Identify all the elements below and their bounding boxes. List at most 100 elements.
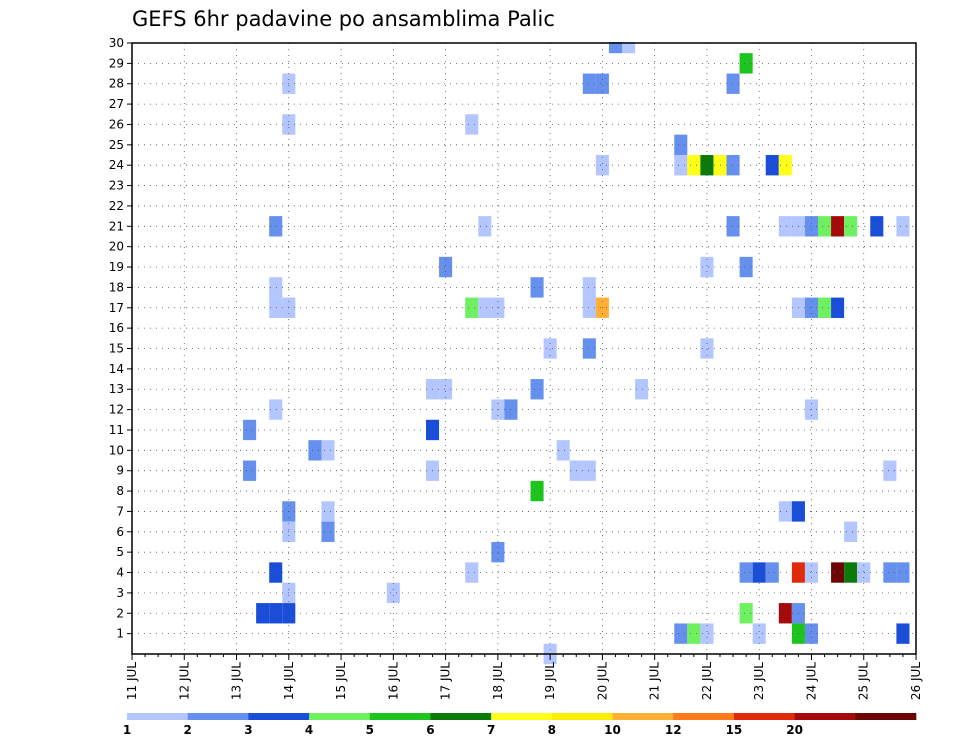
heat-cell [739,256,753,278]
heat-cell [321,501,335,522]
y-tick-label: 20 [109,240,124,254]
colorbar-swatch [430,713,492,720]
colorbar-label: 8 [548,723,556,737]
colorbar-label: 1 [123,723,131,737]
colorbar-label: 4 [305,723,313,737]
y-tick-label: 29 [109,56,124,70]
heat-cell [752,562,766,583]
x-tick-label: 18 JUL [491,662,505,700]
y-tick-label: 16 [109,321,124,335]
heat-cells [243,42,910,665]
y-tick-label: 17 [109,301,124,315]
heat-cell [478,297,492,318]
heat-cell [674,134,688,156]
y-tick-label: 4 [116,566,124,580]
colorbar-swatch [855,713,917,720]
x-tick-label: 25 JUL [857,662,871,700]
heat-cell [700,623,714,644]
heat-cell [844,562,858,583]
colorbar-swatch [248,713,310,720]
heat-cell [582,338,596,359]
heat-cell [635,379,649,400]
y-tick-label: 26 [109,117,124,131]
heat-cell [674,155,688,176]
y-tick-label: 28 [109,77,124,91]
y-tick-label: 7 [116,504,124,518]
heat-cell [765,155,779,176]
heat-cell [269,603,283,624]
colorbar-swatch [794,713,856,720]
x-tick-label: 23 JUL [752,662,766,700]
colorbar-label: 5 [366,723,374,737]
x-tick-label: 16 JUL [386,662,400,700]
heat-cell [804,562,818,583]
chart-title: GEFS 6hr padavine po ansamblima Palic [132,7,555,31]
heat-cell [465,297,479,318]
heat-cell [700,155,714,176]
heat-cell [700,338,714,359]
y-tick-label: 6 [116,525,124,539]
heat-cell [752,623,766,644]
x-tick-label: 15 JUL [334,662,348,700]
heat-cell [726,155,740,176]
heat-cell [674,623,688,644]
heat-cell [896,562,910,583]
heat-cell [844,216,858,237]
y-tick-label: 10 [109,443,124,457]
colorbar-label: 20 [786,723,803,737]
heat-cell [582,277,596,298]
heat-cell [831,216,845,237]
heat-cell [256,603,270,624]
colorbar-legend: 1 2 3 4 5 6 7 8 10 12 15 20 [123,713,917,737]
colorbar-swatch [673,713,735,720]
heat-cell [687,155,701,176]
heat-cell [556,440,570,461]
heat-cell [726,73,740,94]
y-axis: 1234567891011121314151617181920212223242… [109,36,132,641]
heat-cell [831,297,845,318]
x-tick-label: 24 JUL [804,662,818,700]
heat-cell [530,379,544,400]
y-tick-label: 3 [116,586,124,600]
colorbar-label: 3 [244,723,252,737]
colorbar-label: 15 [726,723,743,737]
heat-cell [439,256,453,278]
heat-cell [804,216,818,237]
y-tick-label: 2 [116,606,124,620]
heat-cell [465,562,479,583]
heat-cell [321,521,335,542]
colorbar-label: 2 [184,723,192,737]
colorbar-label: 10 [604,723,621,737]
colorbar-label: 12 [665,723,682,737]
heat-cell [439,379,453,400]
x-tick-label: 26 JUL [909,662,923,700]
heat-cell [765,562,779,583]
y-tick-label: 8 [116,484,124,498]
heat-cell [478,216,492,237]
colorbar-swatch [127,713,188,720]
heat-cell [321,440,335,461]
y-tick-label: 9 [116,464,124,478]
heat-cell [582,73,596,94]
heat-cell [883,562,897,583]
x-tick-label: 13 JUL [230,662,244,700]
x-tick-label: 14 JUL [282,662,296,700]
colorbar-swatch [187,713,249,720]
heat-cell [465,114,479,135]
heat-cell [883,460,897,481]
y-tick-label: 14 [109,362,124,376]
y-tick-label: 13 [109,382,124,396]
heat-cell [269,562,283,583]
plot-frame [131,42,917,655]
y-tick-label: 12 [109,403,124,417]
x-axis: 11 JUL 12 JUL 13 JUL 14 JUL 15 JUL 16 JUL 17 J… [125,654,923,700]
x-tick-label: 12 JUL [177,662,191,700]
heat-cell [269,216,283,237]
colorbar-swatch [491,713,553,720]
y-tick-label: 19 [109,260,124,274]
y-tick-label: 22 [109,199,124,213]
x-tick-label: 19 JUL [543,662,557,700]
y-tick-label: 11 [109,423,124,437]
heat-cell [243,419,257,441]
